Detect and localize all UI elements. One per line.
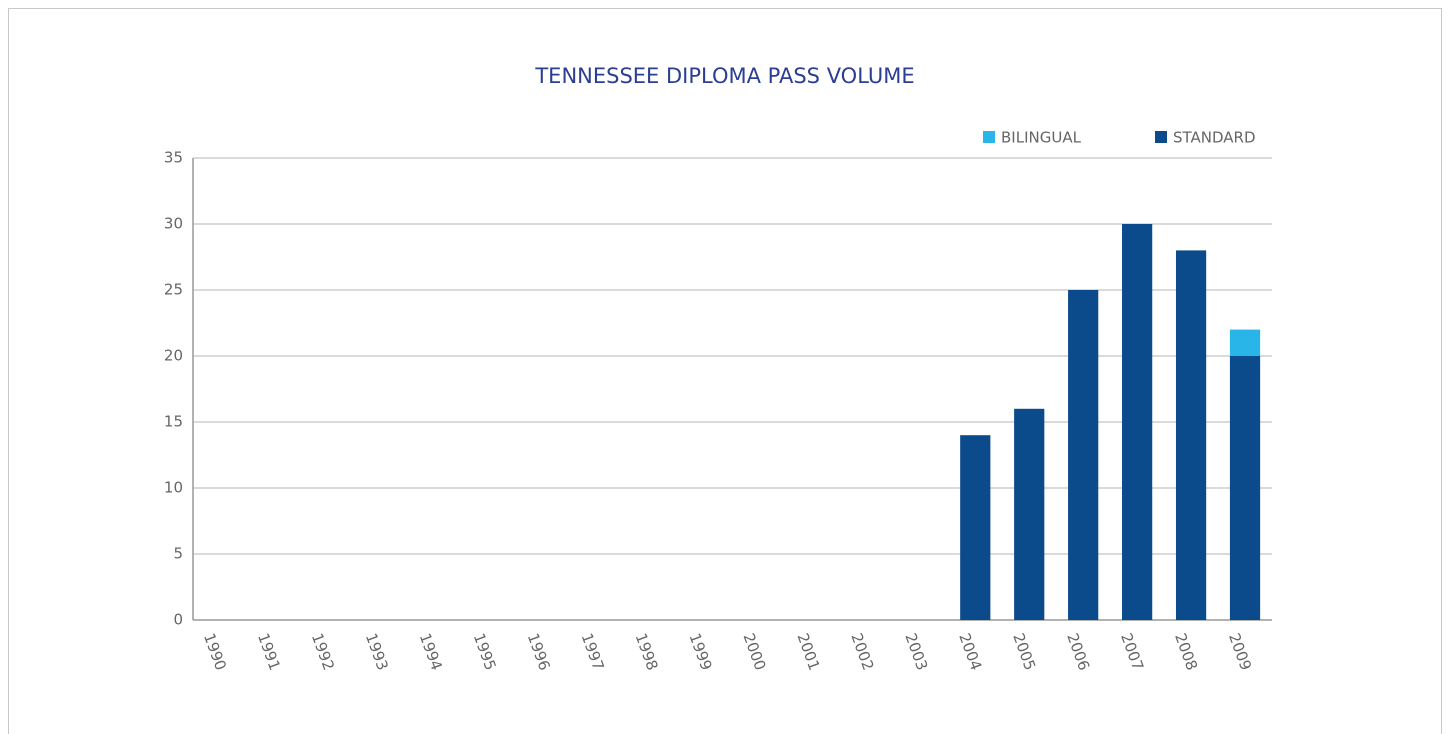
x-tick-label: 1992 xyxy=(308,631,338,673)
x-tick-label: 1990 xyxy=(200,631,230,673)
x-tick-label: 1999 xyxy=(686,631,716,673)
y-tick-label: 35 xyxy=(164,149,183,167)
x-tick-label: 1996 xyxy=(524,631,554,673)
y-tick-label: 10 xyxy=(164,479,183,497)
bar-segment xyxy=(1068,290,1099,620)
y-tick-label: 0 xyxy=(173,611,183,629)
x-tick-label: 1991 xyxy=(254,631,284,673)
bar-segment xyxy=(1175,250,1207,620)
x-tick-label: 2002 xyxy=(847,631,877,673)
legend-swatch xyxy=(983,131,995,143)
frame xyxy=(8,8,1442,734)
bar-segment xyxy=(1014,408,1045,620)
x-tick-label: 2005 xyxy=(1009,631,1039,673)
y-tick-label: 30 xyxy=(164,215,183,233)
x-tick-label: 2000 xyxy=(739,631,769,673)
legend-label: STANDARD xyxy=(1173,129,1256,147)
x-tick-label: 1998 xyxy=(632,631,662,673)
x-tick-label: 2006 xyxy=(1063,631,1093,673)
x-tick-label: 1997 xyxy=(578,631,608,673)
x-tick-label: 2007 xyxy=(1117,631,1147,673)
legend-label: BILINGUAL xyxy=(1001,129,1082,147)
y-tick-label: 5 xyxy=(173,545,183,563)
x-tick-label: 1995 xyxy=(470,631,500,673)
x-tick-label: 1994 xyxy=(416,631,446,673)
y-tick-label: 15 xyxy=(164,413,183,431)
x-tick-label: 2003 xyxy=(901,631,931,673)
x-tick-label: 2001 xyxy=(793,631,823,673)
x-tick-label: 2008 xyxy=(1171,631,1201,673)
y-tick-label: 20 xyxy=(164,347,183,365)
x-tick-label: 2009 xyxy=(1225,631,1255,673)
y-tick-label: 25 xyxy=(164,281,183,299)
bar-segment xyxy=(1122,224,1153,620)
legend-swatch xyxy=(1155,131,1167,143)
chart-title: TENNESSEE DIPLOMA PASS VOLUME xyxy=(534,64,914,88)
bar-segment xyxy=(1229,356,1261,620)
x-tick-label: 1993 xyxy=(362,631,392,673)
bar-segment xyxy=(1229,329,1261,356)
x-tick-label: 2004 xyxy=(955,631,985,673)
bar-segment xyxy=(960,435,991,620)
